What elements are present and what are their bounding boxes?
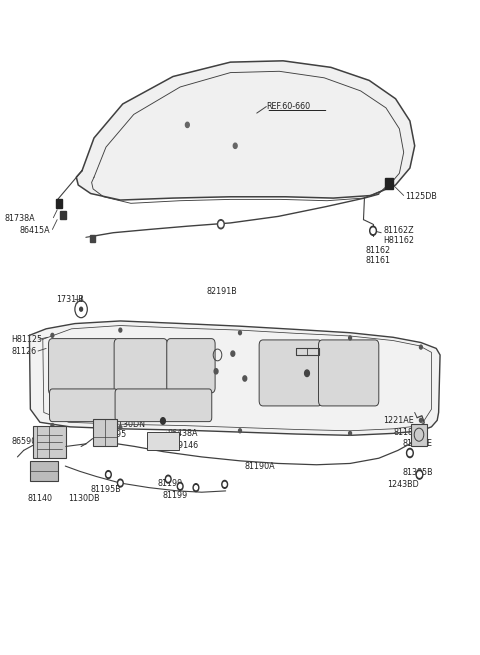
Text: 81195B: 81195B xyxy=(91,485,121,494)
Text: 86415A: 86415A xyxy=(20,226,50,235)
Text: 86590: 86590 xyxy=(11,438,36,446)
Circle shape xyxy=(305,370,310,377)
Circle shape xyxy=(194,485,197,489)
Circle shape xyxy=(193,483,199,491)
Text: 1243BD: 1243BD xyxy=(387,480,419,489)
Circle shape xyxy=(420,419,422,422)
FancyBboxPatch shape xyxy=(49,389,118,422)
Circle shape xyxy=(119,481,122,485)
Circle shape xyxy=(348,336,351,340)
Polygon shape xyxy=(29,321,440,436)
Circle shape xyxy=(233,143,237,149)
Text: 1731JB: 1731JB xyxy=(56,295,84,304)
Circle shape xyxy=(231,351,235,356)
Text: 1125DB: 1125DB xyxy=(405,193,437,201)
Text: 81126: 81126 xyxy=(11,347,36,356)
FancyBboxPatch shape xyxy=(259,340,322,406)
Circle shape xyxy=(370,226,376,235)
Text: REF.60-660: REF.60-660 xyxy=(266,102,311,111)
Circle shape xyxy=(418,472,421,477)
Text: H81162: H81162 xyxy=(384,236,415,245)
Circle shape xyxy=(223,482,226,486)
Text: 81180: 81180 xyxy=(393,428,418,437)
Text: 81161: 81161 xyxy=(365,255,390,265)
FancyBboxPatch shape xyxy=(319,340,379,406)
Bar xyxy=(93,419,118,447)
Bar xyxy=(60,211,66,219)
Text: 1130DN: 1130DN xyxy=(113,420,145,429)
Text: 83133: 83133 xyxy=(292,369,317,378)
Circle shape xyxy=(408,451,412,456)
FancyBboxPatch shape xyxy=(167,339,215,393)
Circle shape xyxy=(179,484,181,488)
Text: 81385B: 81385B xyxy=(403,468,433,477)
Text: 81190A: 81190A xyxy=(245,462,276,471)
Circle shape xyxy=(239,429,241,433)
Circle shape xyxy=(239,331,241,335)
Circle shape xyxy=(407,449,413,458)
Circle shape xyxy=(371,228,375,233)
Bar xyxy=(30,462,58,481)
Circle shape xyxy=(416,470,423,479)
Circle shape xyxy=(167,477,169,481)
Text: 1221AE: 1221AE xyxy=(384,416,414,425)
Circle shape xyxy=(165,476,171,483)
Circle shape xyxy=(214,369,218,374)
Circle shape xyxy=(51,424,54,428)
Circle shape xyxy=(80,307,83,311)
FancyBboxPatch shape xyxy=(114,339,167,395)
Bar xyxy=(385,178,393,189)
Circle shape xyxy=(243,376,247,381)
Text: 81130: 81130 xyxy=(126,409,151,419)
Polygon shape xyxy=(76,61,415,200)
Bar xyxy=(90,235,95,242)
Circle shape xyxy=(222,481,228,488)
Circle shape xyxy=(107,473,110,477)
Bar xyxy=(56,198,62,208)
Circle shape xyxy=(160,418,165,424)
Text: 86420: 86420 xyxy=(292,357,317,366)
Text: 1130DB: 1130DB xyxy=(68,495,99,503)
Circle shape xyxy=(420,345,422,349)
Text: 86438A: 86438A xyxy=(167,429,198,438)
Text: 81162: 81162 xyxy=(365,246,391,255)
Text: 81162Z: 81162Z xyxy=(384,226,414,235)
Text: H59146: H59146 xyxy=(167,441,198,449)
FancyBboxPatch shape xyxy=(48,339,119,395)
Text: 81180E: 81180E xyxy=(403,439,433,447)
Bar xyxy=(147,432,179,451)
Circle shape xyxy=(185,122,189,128)
Text: 81195: 81195 xyxy=(101,430,126,439)
Circle shape xyxy=(348,432,351,436)
Bar xyxy=(411,424,427,447)
Text: 81199: 81199 xyxy=(162,491,188,500)
Text: 81140: 81140 xyxy=(27,495,52,503)
Circle shape xyxy=(118,479,123,487)
Circle shape xyxy=(119,328,122,332)
FancyBboxPatch shape xyxy=(115,389,212,422)
Text: 81738A: 81738A xyxy=(4,214,35,223)
Circle shape xyxy=(106,471,111,479)
Text: H81125: H81125 xyxy=(11,335,42,344)
Text: 81199: 81199 xyxy=(157,479,183,487)
Bar xyxy=(33,426,66,458)
Text: 82191B: 82191B xyxy=(206,287,237,296)
Circle shape xyxy=(177,482,183,490)
Circle shape xyxy=(51,333,54,337)
Circle shape xyxy=(119,426,122,430)
Circle shape xyxy=(217,219,224,229)
Circle shape xyxy=(219,221,223,227)
